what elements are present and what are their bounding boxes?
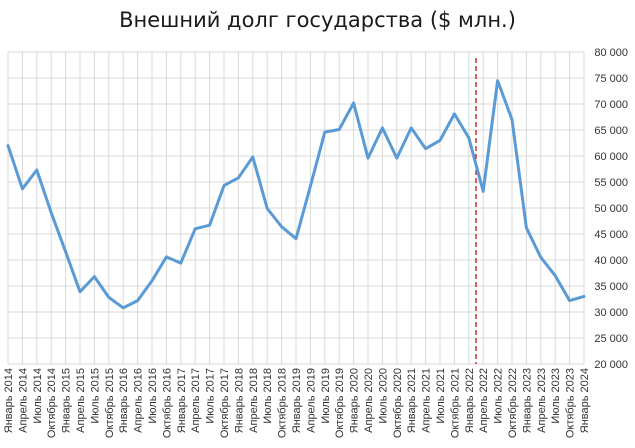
x-tick-label: Июль 2016 [147, 368, 159, 424]
y-tick-label: 40 000 [594, 255, 628, 267]
x-tick-label: Январь 2017 [176, 368, 188, 433]
x-tick-label: Апрель 2022 [478, 368, 490, 433]
y-tick-label: 20 000 [594, 359, 628, 371]
x-tick-label: Январь 2023 [521, 368, 533, 433]
x-tick-label: Июль 2018 [262, 368, 274, 424]
y-tick-label: 55 000 [594, 177, 628, 189]
y-axis: 20 000 25 000 30 000 35 000 40 000 45 000 50 0… [594, 47, 628, 371]
y-tick-label: 75 000 [594, 73, 628, 85]
x-tick-label: Октябрь 2018 [277, 368, 289, 438]
x-tick-label: Июль 2017 [205, 368, 217, 424]
x-tick-label: Июль 2021 [435, 368, 447, 424]
x-tick-label: Январь 2018 [233, 368, 245, 433]
gridlines [7, 51, 585, 365]
x-tick-label: Октябрь 2014 [46, 368, 58, 438]
x-tick-label: Январь 2019 [291, 368, 303, 433]
x-tick-label: Июль 2015 [89, 368, 101, 424]
x-tick-label: Июль 2023 [550, 368, 562, 424]
y-tick-label: 30 000 [594, 307, 628, 319]
y-tick-label: 50 000 [594, 203, 628, 215]
x-tick-label: Октябрь 2015 [104, 368, 116, 438]
y-tick-label: 25 000 [594, 333, 628, 345]
x-tick-label: Октябрь 2022 [507, 368, 519, 438]
x-tick-label: Октябрь 2023 [565, 368, 577, 438]
x-tick-label: Июль 2022 [493, 368, 505, 424]
x-tick-label: Апрель 2020 [363, 368, 375, 433]
x-tick-label: Апрель 2016 [133, 368, 145, 433]
y-tick-label: 70 000 [594, 99, 628, 111]
y-tick-label: 80 000 [594, 47, 628, 59]
x-tick-label: Октябрь 2017 [219, 368, 231, 438]
x-tick-label: Январь 2014 [3, 368, 15, 433]
x-tick-label: Апрель 2021 [421, 368, 433, 433]
x-tick-label: Апрель 2023 [536, 368, 548, 433]
x-tick-label: Апрель 2015 [75, 368, 87, 433]
y-tick-label: 45 000 [594, 229, 628, 241]
y-tick-label: 65 000 [594, 125, 628, 137]
x-tick-label: Апрель 2017 [190, 368, 202, 433]
x-tick-label: Январь 2022 [464, 368, 476, 433]
x-tick-label: Октябрь 2020 [392, 368, 404, 438]
x-tick-label: Январь 2020 [349, 368, 361, 433]
x-tick-label: Январь 2021 [406, 368, 418, 433]
x-axis: Январь 2014 Апрель 2014 Июль 2014 Октябрь 2… [3, 368, 591, 438]
x-tick-label: Октябрь 2019 [334, 368, 346, 438]
x-tick-label: Апрель 2018 [248, 368, 260, 433]
x-tick-label: Апрель 2019 [305, 368, 317, 433]
x-tick-label: Октябрь 2016 [161, 368, 173, 438]
x-tick-label: Июль 2019 [320, 368, 332, 424]
x-tick-label: Январь 2015 [61, 368, 73, 433]
x-tick-label: Июль 2020 [377, 368, 389, 424]
x-tick-label: Апрель 2014 [17, 368, 29, 433]
x-tick-label: Июль 2014 [32, 368, 44, 424]
x-tick-label: Январь 2024 [579, 368, 591, 433]
x-tick-label: Январь 2016 [118, 368, 130, 433]
y-tick-label: 60 000 [594, 151, 628, 163]
debt-series-line [6, 79, 586, 310]
y-tick-label: 35 000 [594, 281, 628, 293]
x-tick-label: Октябрь 2021 [449, 368, 461, 438]
chart-title: Внешний долг государства ($ млн.) [119, 8, 516, 32]
